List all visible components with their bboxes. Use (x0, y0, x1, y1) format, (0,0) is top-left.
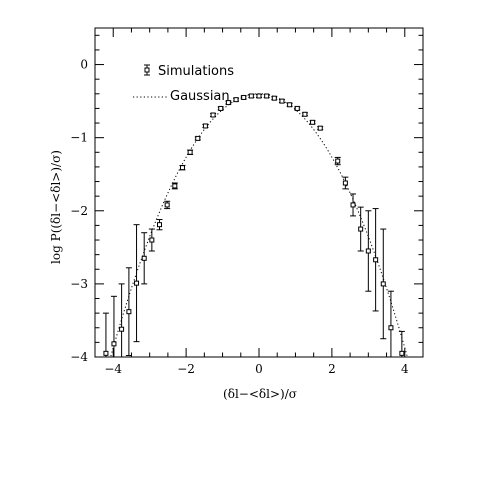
data-point (342, 176, 349, 190)
data-point (309, 119, 316, 125)
point-marker (111, 341, 117, 347)
point-marker (172, 183, 178, 189)
data-point (286, 102, 293, 108)
data-point (256, 93, 262, 99)
x-axis-label: (δl−<δl>)/σ (223, 387, 297, 401)
x-tick-label: −2 (177, 362, 195, 376)
x-tick-label: 4 (401, 362, 409, 376)
legend-simulations-marker (144, 64, 150, 76)
point-marker (195, 135, 201, 141)
point-marker (248, 93, 254, 99)
data-point (156, 219, 163, 231)
plot-frame (94, 27, 424, 358)
data-point (118, 283, 125, 357)
data-point (398, 330, 405, 357)
point-marker (103, 350, 109, 356)
y-axis-label: log P((δl−<δl>)/σ) (49, 150, 63, 264)
point-marker (264, 93, 270, 99)
point-marker (388, 325, 394, 331)
data-point (357, 206, 364, 252)
point-marker (164, 202, 170, 208)
point-marker (210, 112, 216, 118)
point-marker (279, 98, 285, 104)
data-point (301, 111, 308, 117)
data-point (110, 295, 117, 357)
data-point (225, 100, 232, 106)
plot-border (94, 27, 424, 358)
point-marker (179, 165, 185, 171)
point-marker (365, 248, 371, 254)
legend-simulations-label: Simulations (158, 64, 234, 79)
point-marker (302, 111, 308, 117)
point-marker (350, 202, 356, 208)
point-marker (141, 255, 147, 261)
y-tick-label: −4 (70, 350, 88, 364)
data-point (317, 125, 324, 131)
data-point (271, 95, 278, 101)
y-tick-label: −3 (70, 277, 88, 291)
data-point (164, 200, 171, 210)
data-point (125, 267, 132, 357)
data-point (294, 105, 301, 111)
y-tick-label: −1 (70, 131, 88, 145)
data-point (171, 182, 178, 190)
point-marker (126, 309, 132, 315)
data-point (133, 224, 140, 343)
data-point (263, 93, 270, 99)
data-point (217, 105, 224, 111)
data-point (248, 93, 255, 99)
data-point (233, 97, 240, 103)
point-marker (218, 105, 224, 111)
data-point (387, 290, 394, 357)
legend: Simulations Gaussian (133, 64, 234, 104)
data-point (102, 312, 109, 357)
point-marker (157, 222, 163, 228)
point-marker (134, 280, 140, 286)
point-marker (187, 149, 193, 155)
data-point (202, 123, 209, 129)
point-marker (225, 100, 231, 106)
y-tick-label: −2 (70, 204, 88, 218)
point-marker (335, 158, 341, 164)
point-marker (287, 102, 293, 108)
point-marker (271, 95, 277, 101)
point-marker (149, 237, 155, 243)
point-marker (342, 180, 348, 186)
data-point (194, 135, 201, 141)
point-marker (380, 281, 386, 287)
point-marker (241, 94, 247, 100)
axis-ticks: −4 −2 0 2 4 0 −1 −2 −3 −4 (70, 28, 424, 376)
x-tick-label: −4 (104, 362, 122, 376)
x-tick-label: 0 (255, 362, 263, 376)
data-point (372, 208, 379, 312)
data-point (380, 228, 387, 340)
data-point (187, 149, 194, 155)
y-tick-label: 0 (80, 58, 88, 72)
data-point (148, 228, 155, 252)
point-marker (399, 350, 405, 356)
data-point (179, 164, 186, 171)
point-marker (294, 105, 300, 111)
legend-gaussian-label: Gaussian (170, 89, 230, 104)
data-point (350, 193, 357, 217)
point-marker (373, 257, 379, 263)
point-marker (202, 123, 208, 129)
point-marker (358, 226, 364, 232)
x-tick-label: 2 (328, 362, 336, 376)
point-marker (233, 97, 239, 103)
data-point (365, 210, 372, 292)
point-marker (256, 93, 262, 99)
data-point (210, 112, 217, 118)
point-marker (310, 119, 316, 125)
data-point (278, 98, 285, 104)
data-point (141, 232, 148, 285)
point-marker (119, 326, 125, 332)
data-point (334, 156, 341, 166)
point-marker (317, 125, 323, 131)
data-point (240, 94, 247, 100)
simulation-points (102, 93, 405, 357)
